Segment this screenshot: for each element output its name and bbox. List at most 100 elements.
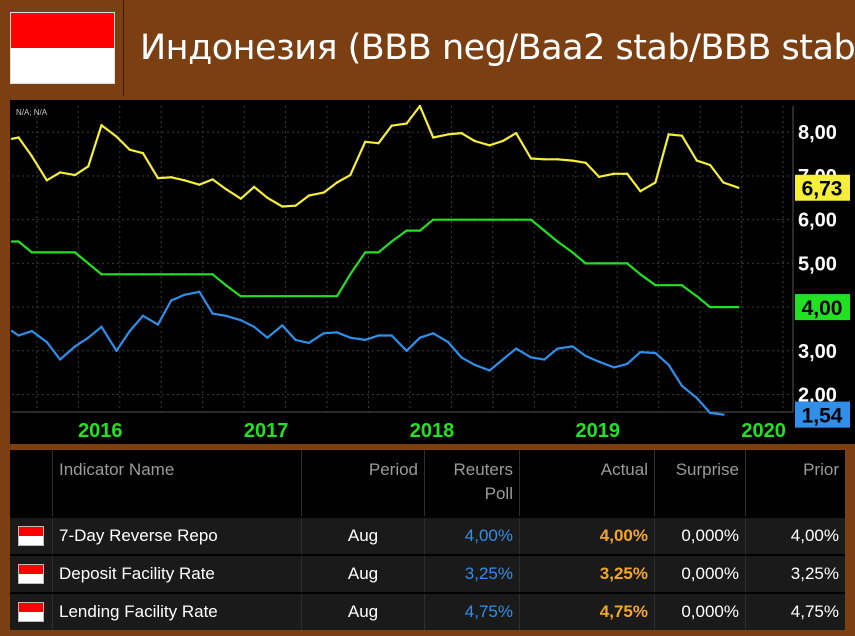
data-point <box>418 229 422 232</box>
x-tick-label: 2016 <box>78 420 123 442</box>
data-point <box>556 347 559 350</box>
data-point <box>722 181 725 184</box>
data-point <box>556 158 559 161</box>
data-point <box>73 251 77 254</box>
data-point <box>695 159 699 162</box>
surprise-value: 0,000% <box>654 516 746 555</box>
data-point <box>183 179 186 182</box>
data-point <box>224 314 228 318</box>
actual-value: 3,25% <box>519 554 655 593</box>
data-point <box>390 240 393 243</box>
row-flag-icon <box>10 516 53 555</box>
data-point <box>418 336 422 339</box>
table-row: Lending Facility Rate Aug 4,75% 4,75% 0,… <box>10 592 845 630</box>
data-point <box>460 218 463 221</box>
data-point <box>501 358 505 361</box>
indonesia-flag-icon <box>10 12 115 84</box>
period-value: Aug <box>301 516 425 555</box>
data-point <box>584 262 587 265</box>
data-point <box>169 176 173 179</box>
data-point <box>571 159 574 162</box>
corner-label: N/A; N/A <box>16 108 48 117</box>
end-label-box <box>795 294 850 321</box>
data-point <box>156 273 160 276</box>
series-line-1 <box>12 218 739 309</box>
x-tick-label: 2019 <box>576 420 621 442</box>
data-point <box>252 294 256 298</box>
data-point <box>198 273 201 276</box>
data-point <box>58 251 62 254</box>
data-point <box>266 294 269 298</box>
period-value: Aug <box>301 592 425 630</box>
data-point <box>514 218 518 221</box>
end-label-box <box>795 174 850 201</box>
series-line-0 <box>11 104 739 208</box>
data-point <box>405 349 408 352</box>
data-point <box>363 338 367 342</box>
data-point <box>612 262 616 265</box>
data-point <box>30 251 34 254</box>
data-point <box>294 338 297 342</box>
indicator-table: Indicator Name Period Reuters Poll Actua… <box>10 450 845 630</box>
data-point <box>45 251 49 254</box>
data-point <box>514 347 518 350</box>
data-point <box>211 312 214 315</box>
data-point <box>377 141 380 145</box>
chart-svg: N/A; N/A8,007,006,005,004,003,002,002016… <box>10 104 855 444</box>
data-point <box>571 251 574 254</box>
data-point <box>183 273 186 276</box>
header-flag-column <box>10 450 53 517</box>
data-point <box>115 135 118 138</box>
data-point <box>87 336 90 339</box>
header-surprise: Surprise <box>654 450 746 517</box>
data-point <box>639 273 642 276</box>
data-point <box>654 351 657 355</box>
data-point <box>349 273 352 276</box>
indicator-name: 7-Day Reverse Repo <box>52 516 302 555</box>
data-point <box>281 324 284 327</box>
data-point <box>100 273 103 276</box>
data-point <box>654 284 657 287</box>
data-point <box>335 331 339 334</box>
data-point <box>294 294 297 298</box>
data-point <box>737 186 740 189</box>
data-point <box>281 294 284 298</box>
data-point <box>17 240 20 243</box>
data-point <box>529 218 533 221</box>
surprise-value: 0,000% <box>654 592 746 630</box>
data-point <box>322 191 325 194</box>
poll-value: 4,00% <box>424 516 520 555</box>
data-point <box>239 197 243 200</box>
data-point <box>363 140 367 144</box>
data-point <box>30 155 34 158</box>
data-point <box>294 204 297 207</box>
data-point <box>405 229 408 232</box>
data-point <box>418 104 422 108</box>
data-point <box>363 251 367 254</box>
data-point <box>612 366 616 369</box>
y-tick-label: 8,00 <box>798 122 837 144</box>
data-point <box>695 396 699 400</box>
data-point <box>30 329 34 333</box>
end-label: 6,73 <box>802 178 843 201</box>
data-point <box>322 294 325 298</box>
data-point <box>584 161 587 165</box>
surprise-value: 0,000% <box>654 554 746 593</box>
data-point <box>446 340 450 344</box>
end-label: 4,00 <box>802 297 843 320</box>
data-point <box>141 273 145 276</box>
data-point <box>597 175 601 179</box>
data-point <box>17 136 20 139</box>
data-point <box>390 334 393 337</box>
data-point <box>169 299 173 302</box>
data-point <box>556 240 559 243</box>
data-point <box>390 124 393 127</box>
data-point <box>501 218 505 221</box>
data-point <box>473 139 476 143</box>
data-point <box>252 185 256 189</box>
data-point <box>473 218 476 221</box>
prior-value: 4,00% <box>745 516 845 555</box>
data-point <box>597 360 601 363</box>
data-point <box>625 362 629 366</box>
data-point <box>198 290 201 293</box>
